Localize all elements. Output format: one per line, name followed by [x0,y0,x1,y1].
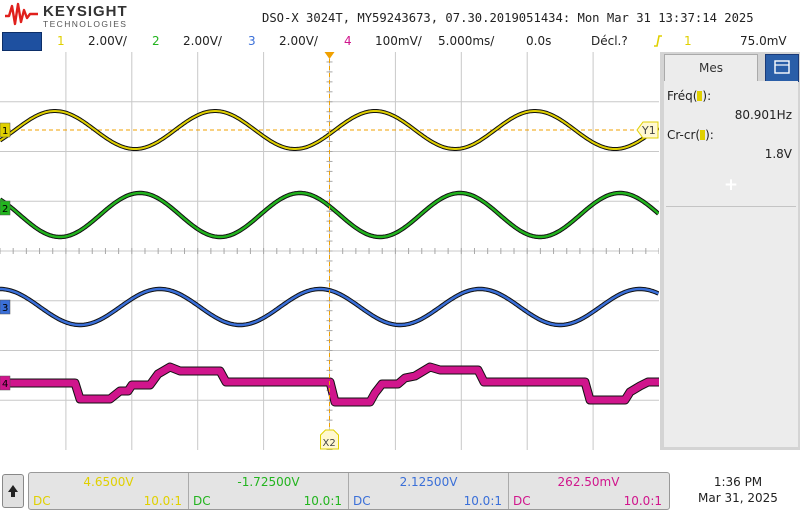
svg-text:4: 4 [2,379,8,390]
ch2-coupling: DC [193,494,211,508]
trigger-edge-icon [654,35,662,47]
panel-settings-icon [774,60,790,74]
ch2-readout[interactable]: -1.72500V DC 10.0:1 [189,473,349,509]
ch4-number[interactable]: 4 [344,34,352,48]
ch2-offset: -1.72500V [237,475,300,489]
ch3-number[interactable]: 3 [248,34,256,48]
measurement-suffix: ): [702,89,712,103]
svg-text:2: 2 [2,204,8,215]
keysight-logo: KEYSIGHT TECHNOLOGIES [4,2,134,29]
measurement-value: 80.901Hz [734,108,792,122]
ch1-coupling: DC [33,494,51,508]
cursor-x2-label: X2 [323,438,336,449]
ch1-offset: 4.6500V [83,475,134,489]
ch1-ground-marker[interactable]: 1 [0,122,11,138]
clock: 1:36 PM Mar 31, 2025 [676,474,800,506]
ch4-ground-marker[interactable]: 4 [0,375,11,391]
cursor-markers: 1 2 3 4 Y1 X2 [0,52,659,450]
title-bar: KEYSIGHT TECHNOLOGIES DSO-X 3024T, MY592… [0,0,800,30]
keysight-wave-icon [5,2,38,26]
ch3-scale[interactable]: 2.00V/ [279,34,318,48]
channel-swatch-icon [700,130,706,140]
ch4-coupling: DC [513,494,531,508]
measurement-label: Cr-cr( [667,128,701,142]
arrow-up-icon [8,485,18,497]
trigger-channel[interactable]: 1 [684,34,692,48]
ch1-probe: 10.0:1 [143,494,182,508]
cursor-x2-marker[interactable]: X2 [320,429,339,450]
measurement-sidebar: Mes Fréq(): 80.901Hz Cr-cr(): 1.8V + [660,52,800,450]
ch3-offset: 2.12500V [399,475,458,489]
tab-measurements-label: Mes [699,61,723,75]
ch3-readout[interactable]: 2.12500V DC 10.0:1 [349,473,509,509]
ch4-probe: 10.0:1 [623,494,662,508]
svg-text:3: 3 [2,303,8,314]
ch2-ground-marker[interactable]: 2 [0,200,11,216]
svg-text:1: 1 [2,126,8,137]
ch3-probe: 10.0:1 [463,494,502,508]
ch2-scale[interactable]: 2.00V/ [183,34,222,48]
trigger-mode[interactable]: Décl.? [591,34,628,48]
measurement-item[interactable]: Cr-cr(): 1.8V [664,127,798,173]
waveform-display[interactable]: 1 2 3 4 Y1 X2 [0,51,660,451]
cursor-y1-label: Y1 [641,124,656,137]
clock-date: Mar 31, 2025 [698,491,778,505]
delay[interactable]: 0.0s [526,34,552,48]
expand-button[interactable] [2,474,24,508]
ch2-probe: 10.0:1 [303,494,342,508]
cursor-y1-marker[interactable]: Y1 [636,121,659,139]
ch3-coupling: DC [353,494,371,508]
clock-time: 1:36 PM [713,475,763,489]
brand-name: KEYSIGHT [43,3,128,20]
instrument-info: DSO-X 3024T, MY59243673, 07.30.201905143… [262,11,754,25]
add-measurement-button[interactable]: + [723,175,739,195]
ch4-offset: 262.50mV [557,475,620,489]
trigger-level[interactable]: 75.0mV [740,34,787,48]
ch1-readout[interactable]: 4.6500V DC 10.0:1 [29,473,189,509]
ch4-trace [0,363,659,406]
tab-settings[interactable] [765,54,799,82]
tab-measurements[interactable]: Mes [664,54,758,81]
measurement-label: Fréq( [667,89,698,103]
divider [666,206,796,207]
measurement-item[interactable]: Fréq(): 80.901Hz [664,81,798,127]
status-bar: 4.6500V DC 10.0:1 -1.72500V DC 10.0:1 2.… [0,452,800,512]
ch1-scale[interactable]: 2.00V/ [88,34,127,48]
measurement-list: Fréq(): 80.901Hz Cr-cr(): 1.8V + [664,81,798,447]
measurement-suffix: ): [705,128,714,142]
timebase[interactable]: 5.000ms/ [438,34,495,48]
ch3-ground-marker[interactable]: 3 [0,299,11,315]
channel-swatch-icon [697,91,703,101]
ch1-trace [0,110,660,150]
measurement-value: 1.8V [764,147,792,161]
ch4-readout[interactable]: 262.50mV DC 10.0:1 [509,473,668,509]
channel-bar: 1 2.00V/ 2 2.00V/ 3 2.00V/ 4 100mV/ 5.00… [0,31,800,51]
ch1-number[interactable]: 1 [57,34,65,48]
ch2-number[interactable]: 2 [152,34,160,48]
brand-sub: TECHNOLOGIES [43,19,128,29]
waveform-plot[interactable]: 1 2 3 4 Y1 X2 [0,51,660,451]
main-menu-button[interactable] [2,32,42,51]
channel-readout-bar: 4.6500V DC 10.0:1 -1.72500V DC 10.0:1 2.… [28,472,670,510]
ch4-scale[interactable]: 100mV/ [375,34,422,48]
